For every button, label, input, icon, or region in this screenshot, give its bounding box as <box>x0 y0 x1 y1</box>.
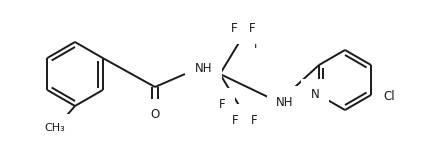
Text: Cl: Cl <box>383 91 395 104</box>
Text: NH: NH <box>195 63 212 75</box>
Text: NH: NH <box>276 96 293 109</box>
Text: CH₃: CH₃ <box>45 123 65 133</box>
Text: F: F <box>249 22 255 35</box>
Text: N: N <box>311 88 319 102</box>
Text: O: O <box>150 109 159 122</box>
Text: F: F <box>251 114 257 127</box>
Text: F: F <box>232 114 238 127</box>
Text: F: F <box>219 98 225 110</box>
Text: F: F <box>254 37 260 51</box>
Text: F: F <box>231 22 237 35</box>
